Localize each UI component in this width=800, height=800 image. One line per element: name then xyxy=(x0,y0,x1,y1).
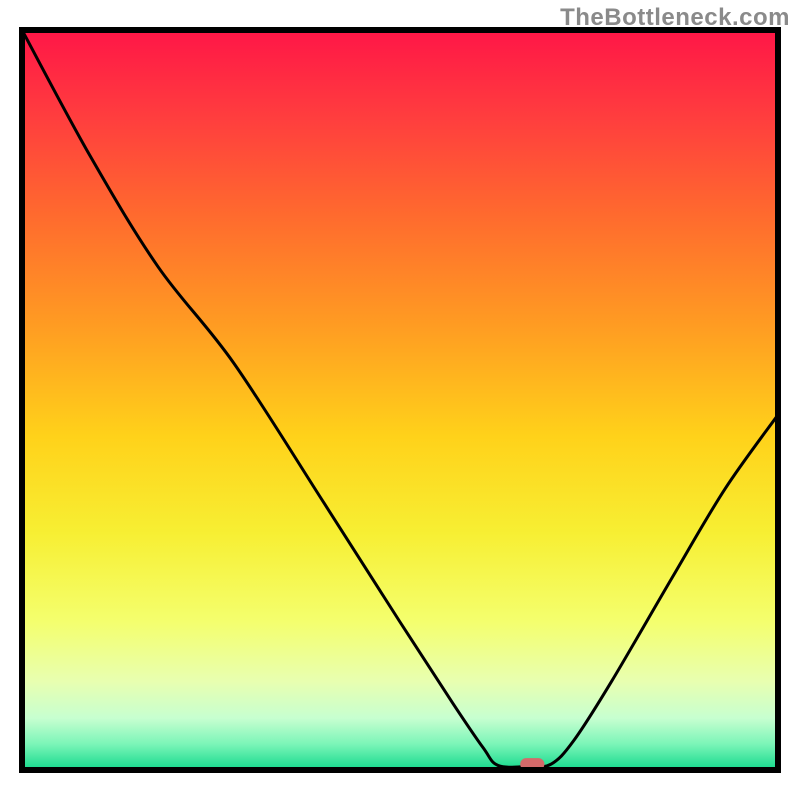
watermark-text: TheBottleneck.com xyxy=(560,4,790,32)
chart-container: TheBottleneck.com xyxy=(0,0,800,800)
plot-background xyxy=(22,30,778,770)
bottleneck-chart xyxy=(0,0,800,800)
